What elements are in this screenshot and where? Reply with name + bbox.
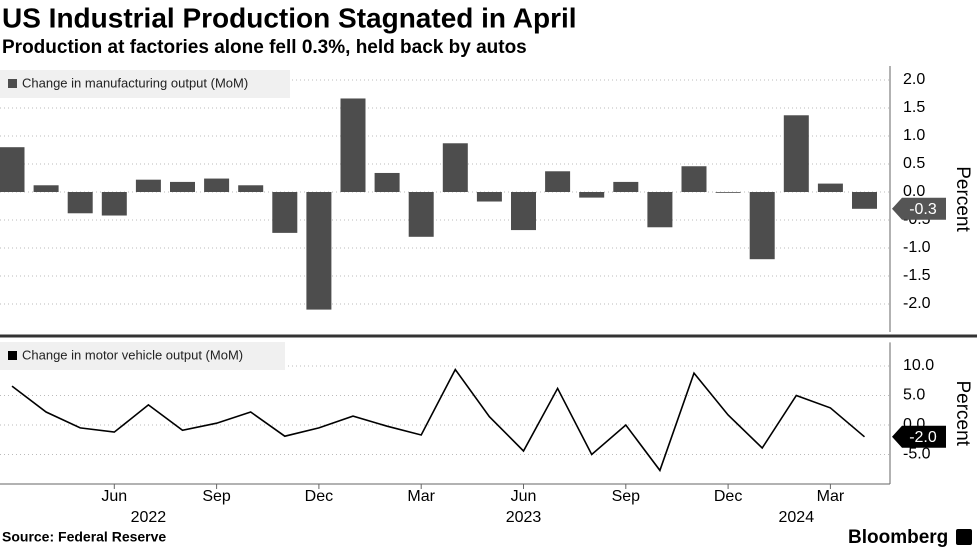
y-axis-label: Percent — [952, 166, 973, 232]
bar — [0, 147, 25, 192]
bar — [852, 192, 877, 209]
legend-swatch — [8, 79, 17, 88]
brand: Bloomberg — [848, 527, 948, 548]
legend-box — [0, 70, 290, 98]
legend-swatch — [8, 351, 17, 360]
y-tick-label: 2.0 — [903, 71, 925, 88]
bar — [783, 115, 809, 192]
bar — [33, 185, 59, 192]
x-tick-label: Jun — [101, 488, 127, 505]
bar — [306, 192, 332, 310]
x-tick-label: Mar — [817, 488, 845, 505]
bar — [272, 192, 298, 233]
last-value-label: -0.3 — [909, 201, 937, 218]
y-tick-label: -2.0 — [903, 295, 931, 312]
y-tick-label: 0.0 — [903, 183, 925, 200]
legend-label: Change in motor vehicle output (MoM) — [22, 347, 243, 362]
legend-label: Change in manufacturing output (MoM) — [22, 75, 248, 90]
y-tick-label: -1.5 — [903, 267, 931, 284]
bar — [374, 172, 400, 192]
bar — [67, 192, 93, 214]
last-value-label: -2.0 — [909, 429, 937, 446]
y-tick-label: 1.0 — [903, 127, 925, 144]
legend-box — [0, 342, 285, 370]
y-tick-label: -1.0 — [903, 239, 931, 256]
x-tick-label: Sep — [612, 488, 641, 505]
x-year-label: 2022 — [131, 509, 167, 526]
brand-logo — [956, 529, 972, 545]
bar — [476, 192, 502, 202]
bar — [408, 192, 434, 237]
last-value-callout — [892, 425, 946, 448]
x-tick-label: Mar — [407, 488, 435, 505]
chart-subtitle: Production at factories alone fell 0.3%,… — [2, 37, 527, 58]
line — [11, 367, 866, 473]
bar — [238, 185, 264, 192]
source: Source: Federal Reserve — [2, 529, 166, 545]
x-tick-label: Jun — [511, 488, 537, 505]
bar — [442, 143, 468, 192]
bar — [681, 166, 707, 192]
bar — [101, 192, 127, 216]
bar — [545, 171, 571, 192]
bar — [817, 183, 843, 192]
y-tick-label: 5.0 — [903, 387, 925, 404]
bar — [749, 192, 775, 260]
bar — [715, 192, 741, 193]
y-tick-label: 0.5 — [903, 155, 925, 172]
x-tick-label: Dec — [305, 488, 333, 505]
y-axis-label: Percent — [952, 380, 973, 446]
x-tick-label: Dec — [714, 488, 742, 505]
x-year-label: 2023 — [506, 509, 542, 526]
bar — [204, 178, 230, 192]
chart-title: US Industrial Production Stagnated in Ap… — [2, 2, 577, 33]
y-tick-label: -5.0 — [903, 446, 931, 463]
y-tick-label: 10.0 — [903, 357, 934, 374]
bar — [340, 98, 366, 192]
bar — [135, 179, 161, 192]
last-value-callout — [892, 197, 946, 220]
bar — [511, 192, 536, 231]
bar — [647, 192, 673, 228]
bar — [170, 181, 195, 192]
y-tick-label: 1.5 — [903, 99, 925, 116]
x-tick-label: Sep — [202, 488, 231, 505]
bar — [579, 192, 605, 198]
x-year-label: 2024 — [779, 509, 815, 526]
bar — [613, 181, 639, 192]
